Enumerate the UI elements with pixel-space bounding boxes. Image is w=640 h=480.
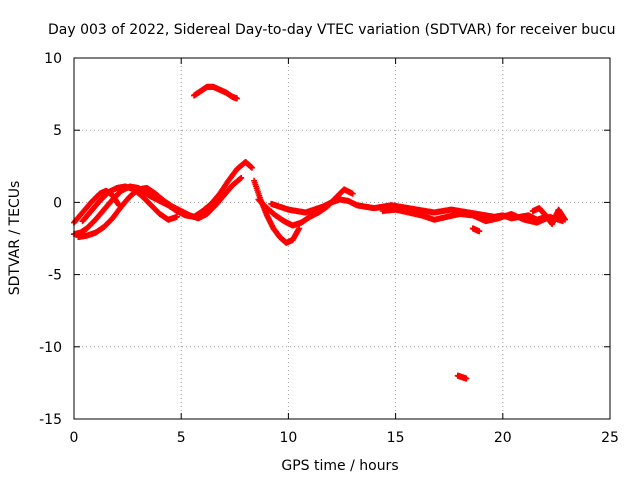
x-tick-label: 5 bbox=[177, 430, 186, 446]
data-point bbox=[233, 95, 240, 102]
data-point bbox=[116, 202, 123, 209]
y-tick-label: 10 bbox=[44, 51, 62, 67]
series-track-h bbox=[379, 206, 566, 226]
data-point bbox=[463, 375, 470, 382]
series-track-d bbox=[71, 187, 123, 226]
y-tick-label: -15 bbox=[39, 412, 62, 428]
data-point bbox=[248, 164, 255, 171]
y-tick-label: 0 bbox=[53, 195, 62, 211]
series-track-i bbox=[529, 205, 568, 228]
data-point bbox=[476, 228, 483, 235]
x-tick-label: 0 bbox=[70, 430, 79, 446]
y-tick-label: -5 bbox=[48, 268, 62, 284]
y-tick-label: -10 bbox=[39, 340, 62, 356]
data-point bbox=[349, 190, 356, 197]
plot-frame bbox=[73, 57, 611, 420]
y-axis-ticks: -15 -10 -5 0 5 10 bbox=[39, 51, 610, 428]
x-axis-label: GPS time / hours bbox=[281, 458, 398, 474]
y-tick-label: 5 bbox=[53, 123, 62, 139]
data-points bbox=[71, 83, 568, 382]
data-point bbox=[238, 174, 245, 181]
x-tick-label: 20 bbox=[494, 430, 512, 446]
data-point bbox=[561, 216, 568, 223]
series-track-f bbox=[255, 186, 356, 229]
x-tick-label: 10 bbox=[279, 430, 297, 446]
series-track-j bbox=[469, 225, 483, 235]
x-tick-label: 25 bbox=[601, 430, 619, 446]
data-point bbox=[173, 213, 180, 220]
series-track-b bbox=[75, 174, 245, 241]
series-track-k bbox=[191, 83, 240, 102]
y-axis-label: SDTVAR / TECUs bbox=[7, 181, 23, 296]
chart-title: Day 003 of 2022, Sidereal Day-to-day VTE… bbox=[48, 22, 616, 38]
x-tick-label: 15 bbox=[387, 430, 405, 446]
series-track-l bbox=[454, 372, 470, 382]
